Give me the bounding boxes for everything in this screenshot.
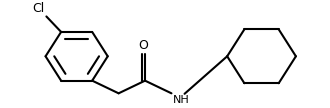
Text: Cl: Cl [32, 2, 45, 15]
Text: NH: NH [173, 95, 190, 105]
Text: O: O [139, 39, 148, 52]
